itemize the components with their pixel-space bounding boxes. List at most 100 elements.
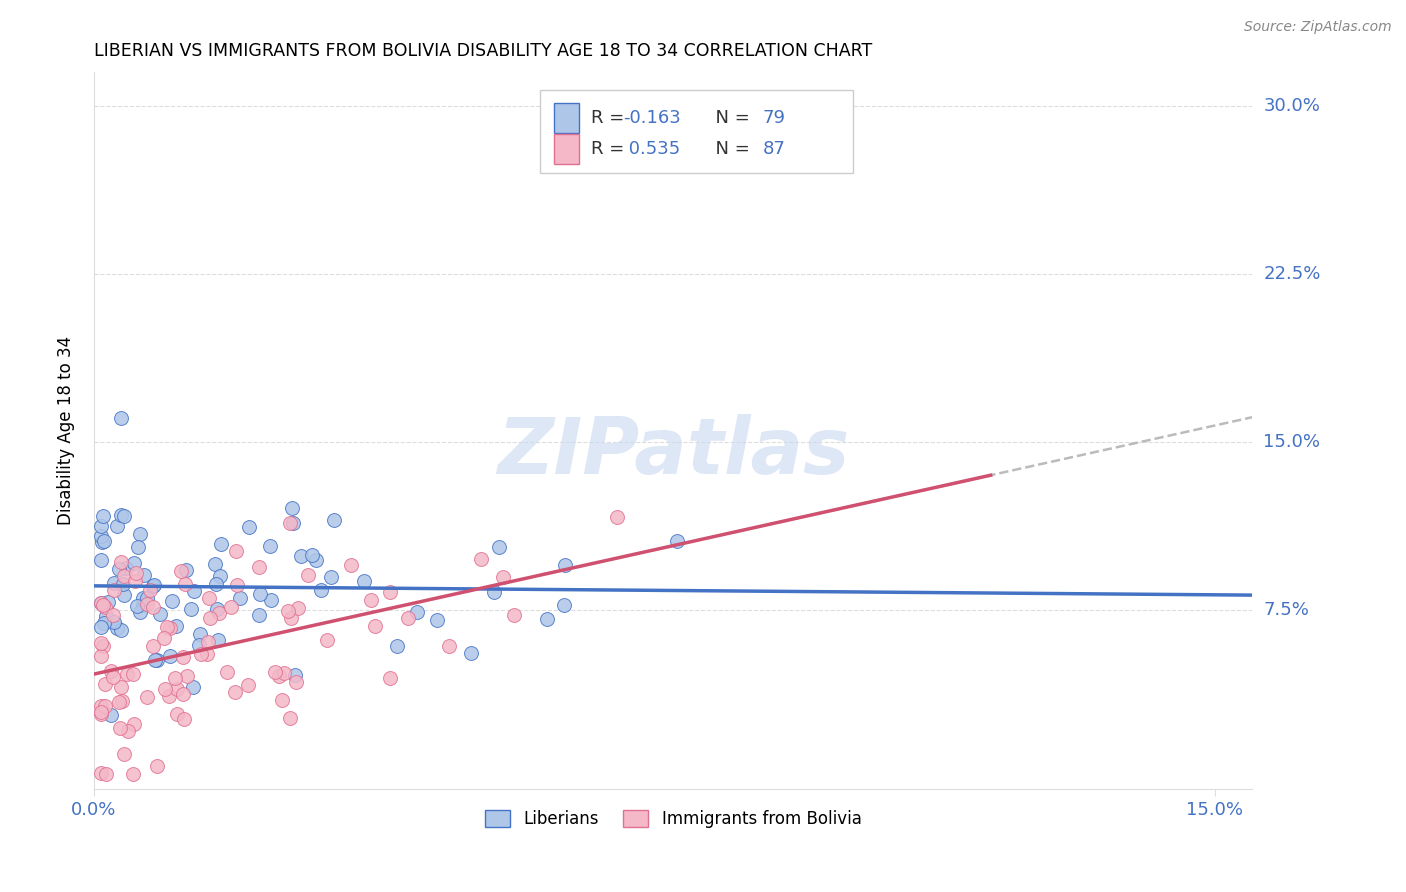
Point <box>129 526 152 541</box>
Point <box>122 556 145 570</box>
Y-axis label: Disability Age 18 to 34: Disability Age 18 to 34 <box>58 336 75 525</box>
Point <box>172 687 194 701</box>
Point <box>136 690 159 705</box>
Point <box>247 559 270 574</box>
Point <box>91 598 114 612</box>
Point <box>166 707 188 722</box>
Text: N =: N = <box>704 109 756 127</box>
Point <box>297 567 319 582</box>
Point <box>209 537 232 551</box>
Point <box>309 582 332 597</box>
Point <box>125 566 148 581</box>
Point <box>112 568 135 582</box>
Point <box>554 558 576 573</box>
Point <box>110 555 132 569</box>
Point <box>90 698 112 713</box>
Point <box>90 707 112 722</box>
Point <box>278 516 301 530</box>
Point <box>135 591 157 606</box>
Point <box>290 549 312 563</box>
Point <box>181 680 204 694</box>
Point <box>110 623 132 637</box>
Point <box>219 599 242 614</box>
Point <box>121 667 143 681</box>
Point <box>277 605 299 619</box>
Point <box>117 724 139 739</box>
Point <box>96 609 118 624</box>
Point <box>197 648 219 662</box>
Point <box>100 707 122 722</box>
Point <box>380 671 402 685</box>
Text: 0.535: 0.535 <box>623 140 681 158</box>
Text: 30.0%: 30.0% <box>1264 97 1320 115</box>
Point <box>281 516 304 530</box>
Point <box>259 539 281 553</box>
Point <box>208 569 231 583</box>
Point <box>301 548 323 562</box>
Point <box>94 599 117 614</box>
Point <box>110 508 132 523</box>
Point <box>142 579 165 593</box>
Point <box>157 689 180 703</box>
Point <box>136 597 159 611</box>
Point <box>176 669 198 683</box>
Point <box>208 606 231 620</box>
Text: N =: N = <box>704 140 756 158</box>
Legend: Liberians, Immigrants from Bolivia: Liberians, Immigrants from Bolivia <box>478 803 869 835</box>
Point <box>205 576 228 591</box>
Point <box>170 564 193 578</box>
Point <box>460 646 482 660</box>
Point <box>396 611 419 625</box>
Point <box>124 574 146 588</box>
Point <box>149 607 172 622</box>
Point <box>190 627 212 641</box>
Point <box>315 632 337 647</box>
Point <box>146 653 169 667</box>
Point <box>108 695 131 709</box>
Text: R =: R = <box>591 109 630 127</box>
Point <box>101 607 124 622</box>
Point <box>90 596 112 610</box>
Point <box>224 685 246 699</box>
Point <box>103 576 125 591</box>
Point <box>165 671 187 685</box>
Point <box>492 570 515 584</box>
Point <box>105 519 128 533</box>
Point <box>439 639 461 653</box>
Point <box>305 553 328 567</box>
Point <box>380 585 402 599</box>
Text: -0.163: -0.163 <box>623 109 681 127</box>
Point <box>90 706 112 720</box>
Point <box>93 533 115 548</box>
Point <box>112 508 135 523</box>
Point <box>267 669 290 683</box>
Point <box>284 667 307 681</box>
Point <box>90 636 112 650</box>
Point <box>110 411 132 425</box>
Point <box>536 612 558 626</box>
Point <box>197 635 219 649</box>
Point <box>198 611 221 625</box>
Point <box>426 613 449 627</box>
Point <box>188 638 211 652</box>
Point <box>153 631 176 645</box>
Text: Source: ZipAtlas.com: Source: ZipAtlas.com <box>1244 20 1392 34</box>
Point <box>360 592 382 607</box>
Point <box>142 578 165 592</box>
Point <box>142 599 165 614</box>
Point <box>96 766 118 780</box>
Point <box>215 665 238 679</box>
Point <box>229 591 252 605</box>
Point <box>90 620 112 634</box>
Point <box>180 601 202 615</box>
Text: 7.5%: 7.5% <box>1264 601 1309 619</box>
Point <box>160 594 183 608</box>
Point <box>190 648 212 662</box>
Point <box>236 678 259 692</box>
Point <box>111 693 134 707</box>
Point <box>470 552 492 566</box>
Point <box>281 500 304 515</box>
Point <box>103 670 125 684</box>
Point <box>134 567 156 582</box>
Point <box>122 717 145 731</box>
